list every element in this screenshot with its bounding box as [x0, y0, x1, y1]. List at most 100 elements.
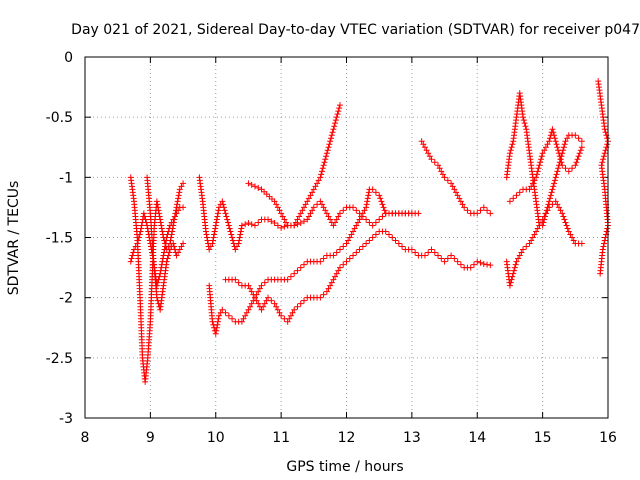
y-tick-label: -1 — [59, 170, 73, 186]
data-point — [260, 303, 267, 310]
data-point — [323, 288, 330, 295]
data-point — [564, 225, 571, 232]
data-point — [575, 135, 582, 142]
data-point — [274, 306, 281, 313]
data-point — [317, 174, 324, 181]
data-point — [261, 300, 268, 307]
data-point — [212, 225, 219, 232]
data-point — [164, 255, 171, 262]
y-tick-label: -3 — [59, 411, 73, 427]
data-point — [204, 234, 211, 241]
data-point — [310, 204, 317, 211]
data-point — [157, 219, 164, 226]
data-point — [545, 201, 552, 208]
data-point — [141, 213, 148, 220]
data-point — [127, 258, 134, 265]
data-point — [245, 306, 252, 313]
data-point — [328, 132, 335, 139]
data-point — [552, 174, 559, 181]
data-point — [297, 264, 304, 271]
data-point — [600, 153, 607, 160]
data-point — [330, 276, 337, 283]
data-point — [350, 252, 357, 259]
data-point — [238, 318, 245, 325]
data-point — [247, 285, 254, 292]
x-tick-label: 8 — [81, 430, 90, 446]
data-point — [526, 240, 533, 247]
data-point — [327, 282, 334, 289]
data-point — [449, 183, 456, 190]
data-point — [428, 246, 435, 253]
data-point — [560, 213, 567, 220]
y-tick-label: -0.5 — [46, 110, 73, 126]
data-point — [225, 312, 232, 319]
data-point — [356, 216, 363, 223]
data-point — [251, 222, 258, 229]
data-point — [439, 171, 446, 178]
data-point — [364, 195, 371, 202]
data-point — [211, 228, 218, 235]
data-point — [336, 210, 343, 217]
data-point — [158, 222, 165, 229]
data-point — [526, 186, 533, 193]
data-point — [601, 150, 608, 157]
data-point — [213, 216, 220, 223]
data-point — [236, 234, 243, 241]
data-point — [180, 204, 187, 211]
data-point — [395, 240, 402, 247]
data-point — [276, 309, 283, 316]
data-point — [343, 240, 350, 247]
y-tick-label: 0 — [64, 50, 73, 66]
data-point — [271, 220, 278, 227]
data-point — [255, 288, 262, 295]
data-point — [487, 210, 494, 217]
data-point — [132, 243, 139, 250]
data-point — [223, 213, 230, 220]
data-point — [225, 222, 232, 229]
data-point — [542, 144, 549, 151]
data-point — [537, 159, 544, 166]
data-point — [348, 231, 355, 238]
data-point — [363, 216, 370, 223]
data-point — [253, 297, 260, 304]
data-point — [541, 216, 548, 223]
data-point — [457, 261, 464, 268]
data-point — [418, 138, 425, 145]
data-point — [175, 195, 182, 202]
data-point — [474, 258, 481, 265]
data-point — [302, 201, 309, 208]
data-point — [176, 246, 183, 253]
data-point — [235, 240, 242, 247]
data-point — [219, 306, 226, 313]
data-point — [562, 138, 569, 145]
data-point — [170, 216, 177, 223]
data-point — [550, 183, 557, 190]
data-point — [238, 222, 245, 229]
data-point — [533, 228, 540, 235]
data-point — [129, 252, 136, 259]
data-point — [335, 267, 342, 274]
data-point — [572, 162, 579, 169]
data-point — [333, 270, 340, 277]
data-point — [604, 225, 611, 232]
data-point — [173, 252, 180, 259]
data-point — [287, 273, 294, 280]
data-point — [511, 264, 518, 271]
data-point — [555, 147, 562, 154]
data-point — [523, 243, 530, 250]
data-point — [603, 228, 610, 235]
data-point — [457, 198, 464, 205]
data-point — [256, 285, 263, 292]
data-point — [551, 132, 558, 139]
data-point — [336, 264, 343, 271]
data-point — [294, 216, 301, 223]
data-point — [369, 186, 376, 193]
data-point — [531, 177, 538, 184]
data-point — [453, 189, 460, 196]
data-point — [539, 150, 546, 157]
data-point — [552, 138, 559, 145]
data-point — [542, 213, 549, 220]
data-point — [575, 153, 582, 160]
data-point — [335, 108, 342, 115]
data-point — [287, 312, 294, 319]
